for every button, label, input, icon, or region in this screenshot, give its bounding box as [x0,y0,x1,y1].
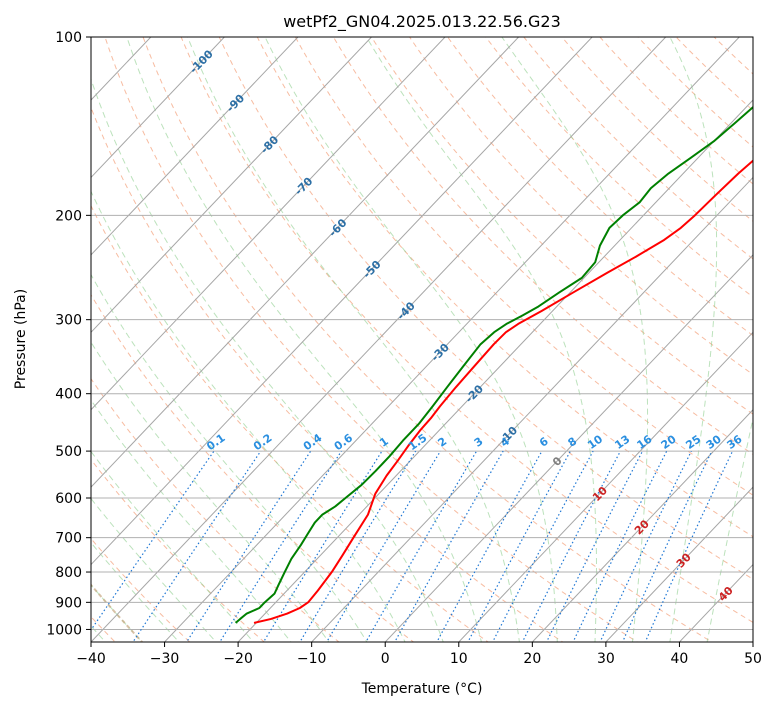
moist-adiabat [126,37,482,642]
x-tick-label: −20 [223,651,253,667]
moist-adiabat [91,341,330,642]
x-tick-label: −10 [297,651,327,667]
mixing-ratio-line [132,450,262,642]
mixing-ratio-line [299,450,417,642]
mixing-ratio-line [91,450,215,632]
isotherm-line [531,408,753,642]
dry-adiabat [332,37,753,455]
x-tick-label: −40 [76,651,106,667]
y-tick-label: 900 [55,595,82,611]
x-tick-label: 20 [523,651,541,667]
isotherm-line [91,37,593,566]
dry-adiabat [218,37,753,580]
dry-adiabat [447,37,753,337]
isotherm-line [605,486,753,642]
mixing-ratio-line [326,450,441,642]
y-tick-label: 700 [55,531,82,547]
moist-adiabat [91,273,368,642]
isotherm-line [458,331,753,642]
isotherm-line [237,99,753,642]
x-tick-label: 50 [744,651,762,667]
x-tick-label: 40 [671,651,689,667]
isotherm-line [91,37,446,411]
moist-adiabat [91,77,444,642]
mixing-ratio-line [599,450,692,642]
y-tick-label: 400 [55,387,82,403]
y-tick-label: 800 [55,565,82,581]
mixing-ratio-line [491,450,594,642]
dry-adiabat [485,37,753,298]
dry-adiabat [408,37,753,376]
dry-adiabat [104,37,639,642]
x-axis-label: Temperature (°C) [361,681,483,697]
background-lines [91,37,753,642]
mixing-ratio-line [262,450,383,642]
y-tick-label: 1000 [46,622,82,638]
plot-frame [90,36,754,643]
axis-ticks: −40 −30 −20 −10 0 10 20 30 40 50 100 200 300 400 500 60… [46,30,762,667]
dry-adiabat [91,106,564,642]
profile-series [234,105,753,624]
mixing-ratio-line [436,450,543,642]
reference-curve [91,583,144,642]
isotherm-line [310,176,753,642]
isotherm-line [91,37,226,179]
isotherm-line [91,37,520,488]
dry-adiabat [294,37,753,496]
temperature-profile [253,159,753,624]
mixing-ratio-line [572,450,668,642]
mixing-ratio-line [365,450,478,642]
isotherm-line [384,254,753,642]
dry-adiabat [637,37,753,148]
dry-adiabat [91,377,340,642]
dry-adiabat [256,37,753,538]
moist-adiabat [706,416,753,642]
dry-adiabat [91,293,415,642]
y-tick-label: 100 [55,30,82,46]
x-tick-label: −30 [150,651,180,667]
moist-adiabat [187,37,520,642]
dry-adiabat [370,37,753,415]
mixing-ratio-line [185,450,312,642]
isotherm-line [91,37,299,256]
dry-adiabat [599,37,753,185]
y-tick-label: 600 [55,491,82,507]
mixing-ratio-line [394,450,504,642]
moist-adiabat [669,37,718,642]
dry-adiabat [91,204,489,642]
dry-adiabat [91,458,266,642]
dewpoint-profile [234,105,753,624]
isotherm-line [91,37,667,642]
y-axis-label: Pressure (hPa) [13,289,29,389]
moist-adiabat [91,399,292,642]
mixing-ratio-line [219,450,342,642]
x-tick-label: 30 [597,651,615,667]
chart-title: wetPf2_GN04.2025.013.22.56.G23 [283,12,561,32]
y-tick-label: 200 [55,208,82,224]
y-tick-label: 300 [55,313,82,329]
x-tick-label: 0 [381,651,390,667]
moist-adiabat [264,37,558,642]
mixing-ratio-line [467,450,571,642]
isotherm-line [163,37,740,642]
y-tick-label: 500 [55,444,82,460]
x-tick-label: 10 [450,651,468,667]
moist-adiabat [365,37,597,642]
